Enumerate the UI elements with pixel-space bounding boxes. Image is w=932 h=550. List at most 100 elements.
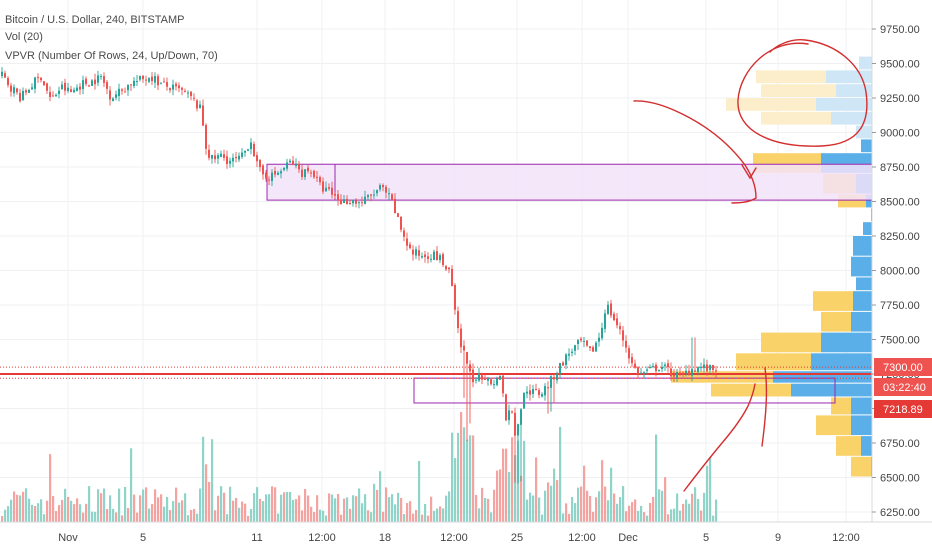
volume-bar-down <box>409 501 412 522</box>
candle-down <box>391 194 393 200</box>
volume-bar-up <box>325 515 328 522</box>
volume-bar-down <box>595 497 598 522</box>
volume-bar-down <box>307 495 310 522</box>
candle-down <box>205 125 207 149</box>
candle-down <box>46 83 48 91</box>
annotation-arrowhead <box>741 164 757 180</box>
volume-bar-up <box>616 503 619 522</box>
candle-down <box>298 163 300 170</box>
candle-down <box>322 181 324 192</box>
candle-down <box>70 89 72 93</box>
volume-bar-up <box>262 501 265 522</box>
volume-bar-up <box>148 508 151 522</box>
candle-down <box>610 303 612 316</box>
candle-up <box>649 366 651 368</box>
volume-bar-up <box>166 497 169 522</box>
candle-down <box>712 364 714 370</box>
candle-up <box>508 410 510 421</box>
price-tick-label: 9250.00 <box>880 93 920 105</box>
candle-up <box>244 150 246 153</box>
volume-bar-up <box>445 495 448 522</box>
volume-bar-up <box>334 498 337 522</box>
candle-up <box>475 379 477 381</box>
volume-bar-up <box>187 515 190 522</box>
volume-bar-down <box>214 510 217 522</box>
volume-profile-up <box>821 332 881 353</box>
volume-bar-up <box>469 435 472 522</box>
volume-bar-up <box>526 499 529 522</box>
volume-bar-up <box>553 468 556 522</box>
volume-bar-down <box>625 511 628 522</box>
volume-bar-up <box>478 508 481 522</box>
volume-bar-up <box>268 494 271 522</box>
candle-down <box>355 200 357 204</box>
volume-profile-up <box>791 383 881 397</box>
volume-bar-down <box>631 502 634 522</box>
volume-profile-down <box>711 383 791 397</box>
volume-bar-down <box>700 510 703 522</box>
legend-volume: Vol (20) <box>5 31 43 43</box>
volume-bar-up <box>292 499 295 522</box>
volume-bar-down <box>664 477 667 522</box>
volume-bar-down <box>376 489 379 522</box>
volume-bar-up <box>97 489 100 522</box>
volume-bar-up <box>571 496 574 522</box>
candle-down <box>337 194 339 201</box>
candle-down <box>175 83 177 87</box>
candle-down <box>331 187 333 195</box>
candle-down <box>88 85 90 87</box>
candle-up <box>604 313 606 329</box>
volume-bar-down <box>400 497 403 522</box>
time-tick-label: 12:00 <box>440 532 468 544</box>
volume-bar-down <box>85 503 88 522</box>
volume-bar-down <box>127 508 130 522</box>
legend-title: Bitcoin / U.S. Dollar, 240, BITSTAMP <box>5 14 185 26</box>
price-tick-label: 9000.00 <box>880 128 920 140</box>
volume-bar-down <box>580 486 583 522</box>
volume-bar-down <box>628 505 631 522</box>
volume-profile-down <box>671 371 773 383</box>
volume-bar-up <box>646 515 649 522</box>
volume-bar-up <box>706 465 709 522</box>
volume-profile-up <box>836 84 881 97</box>
volume-bar-up <box>220 486 223 522</box>
candle-down <box>253 143 255 157</box>
volume-bar-down <box>589 496 592 522</box>
candle-down <box>682 372 684 374</box>
candle-up <box>154 76 156 83</box>
volume-bar-up <box>454 458 457 522</box>
price-tick-label: 7500.00 <box>880 335 920 347</box>
volume-bar-down <box>667 514 670 522</box>
candle-up <box>523 392 525 409</box>
candle-down <box>310 172 312 174</box>
candle-down <box>145 79 147 81</box>
time-tick-label: 5 <box>703 532 709 544</box>
annotations <box>633 38 868 492</box>
volume-bar-up <box>358 488 361 522</box>
candle-down <box>616 318 618 326</box>
time-tick-label: 18 <box>379 532 391 544</box>
time-tick-label: Nov <box>58 532 78 544</box>
candle-down <box>385 186 387 193</box>
volume-profile-down <box>756 70 826 84</box>
candle-down <box>292 160 294 165</box>
volume-bar-down <box>499 469 502 522</box>
volume-profile-up <box>826 70 881 84</box>
volume-bar-down <box>316 495 319 522</box>
candle-down <box>256 155 258 162</box>
volume-bar-up <box>70 500 73 522</box>
candle-down <box>448 267 450 270</box>
volume-bar-down <box>22 491 25 522</box>
volume-bar-down <box>493 489 496 522</box>
volume-bar-up <box>184 493 187 522</box>
volume-bar-up <box>229 486 232 522</box>
candle-up <box>61 84 63 90</box>
volume-bar-down <box>304 489 307 522</box>
volume-bar-up <box>532 495 535 522</box>
candle-down <box>679 372 681 374</box>
volume-bar-down <box>13 491 16 522</box>
candle-down <box>667 363 669 368</box>
candle-up <box>550 376 552 388</box>
